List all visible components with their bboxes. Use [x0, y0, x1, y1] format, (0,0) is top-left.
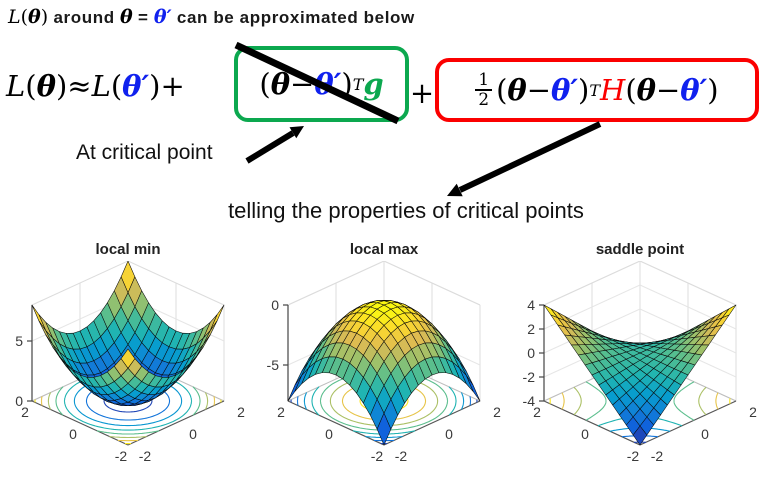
segment: ( [496, 73, 508, 107]
segment: g [363, 67, 384, 101]
segment: θ [28, 6, 41, 28]
first-order-term-box: (θ − θ′) T g [234, 46, 409, 122]
segment: = [132, 8, 154, 27]
taylor-expansion-equation: L(θ) ≈ L(θ′) + (θ − θ′) T g + 1 2(θ − θ′) T… [6, 46, 759, 122]
segment: θ [270, 67, 291, 101]
segment: ≈ [67, 69, 92, 103]
segment: θ [36, 69, 56, 103]
segment: ) [578, 73, 590, 107]
svg-text:-2: -2 [651, 448, 664, 464]
surface-plots-row: local min 0 5 -2 0 2 -2 0 2 local max -5 0 -2 0 2 -2… [0, 238, 768, 485]
svg-text:0: 0 [581, 426, 589, 442]
segment: + [160, 69, 185, 103]
segment: − [290, 67, 315, 101]
svg-text:-2: -2 [523, 369, 536, 385]
segment: ( [25, 69, 37, 103]
segment: L [6, 69, 26, 103]
segment: around [48, 8, 121, 27]
segment: θ′ [314, 67, 342, 101]
segment: ( [110, 69, 123, 103]
segment: H [600, 73, 626, 107]
svg-text:0: 0 [445, 426, 453, 442]
segment: can be approximated below [171, 8, 415, 27]
segment: ) [341, 67, 353, 101]
svg-text:5: 5 [15, 333, 23, 349]
surface-plot-canvas-local-max: -5 0 -2 0 2 -2 0 2 [267, 261, 501, 464]
surface-plot-local-max: local max -5 0 -2 0 2 -2 0 2 [256, 238, 512, 485]
segment: θ′ [122, 69, 150, 103]
surface-plot-canvas-saddle-point: -4 -2 0 2 4 -2 0 2 -2 0 2 [523, 261, 757, 464]
svg-text:-5: -5 [267, 357, 280, 373]
plus-operator: + [409, 76, 435, 110]
segment: ( [259, 67, 271, 101]
svg-text:0: 0 [527, 345, 535, 361]
segment: θ′ [551, 73, 579, 107]
segment: T [352, 74, 364, 94]
segment: − [655, 73, 681, 107]
equation-lead: L(θ) ≈ L(θ′) + [6, 65, 234, 103]
segment: L [8, 6, 21, 28]
svg-text:2: 2 [493, 404, 501, 420]
svg-text:2: 2 [527, 321, 535, 337]
svg-text:-2: -2 [115, 448, 128, 464]
segment: ( [20, 6, 29, 28]
svg-text:0: 0 [701, 426, 709, 442]
header-formula: L(θ) around θ = θ′ can be approximated b… [8, 6, 415, 28]
plot-title: local min [95, 241, 161, 258]
svg-text:0: 0 [15, 393, 23, 409]
segment: ( [625, 73, 637, 107]
surface-plot-local-min: local min 0 5 -2 0 2 -2 0 2 [0, 238, 256, 485]
segment: T [589, 80, 601, 100]
segment: θ [120, 6, 133, 28]
svg-text:2: 2 [237, 404, 245, 420]
second-order-term-box: 1 2(θ − θ′) T H(θ − θ′) [435, 58, 759, 122]
surface-plot-saddle-point: saddle point -4 -2 0 2 4 -2 0 2 -2 0 2 [512, 238, 768, 485]
plot-title: local max [349, 241, 419, 258]
segment: ) [55, 69, 68, 103]
svg-text:-4: -4 [523, 393, 536, 409]
surface-plot-canvas-local-min: 05-202-202 [15, 261, 245, 464]
svg-text:2: 2 [749, 404, 757, 420]
svg-text:4: 4 [527, 297, 535, 313]
segment: ) [40, 6, 49, 28]
annotation-telling-properties: telling the properties of critical point… [228, 198, 584, 223]
svg-text:-2: -2 [627, 448, 640, 464]
svg-text:0: 0 [325, 426, 333, 442]
segment: ) [707, 73, 719, 107]
annotation-at-critical-point: At critical point [76, 141, 213, 164]
svg-text:-2: -2 [395, 448, 408, 464]
svg-text:-2: -2 [371, 448, 384, 464]
segment: θ′ [680, 73, 708, 107]
segment: L [91, 69, 111, 103]
plot-title: saddle point [595, 241, 685, 258]
arrow-from-red-box-to-properties [447, 121, 602, 197]
segment: θ [507, 73, 527, 107]
svg-text:0: 0 [189, 426, 197, 442]
arrow-to-first-order-box [245, 126, 304, 164]
svg-text:2: 2 [21, 404, 29, 420]
svg-text:2: 2 [533, 404, 541, 420]
svg-text:-2: -2 [139, 448, 152, 464]
svg-text:2: 2 [277, 404, 285, 420]
segment: ) [149, 69, 161, 103]
svg-text:0: 0 [69, 426, 77, 442]
segment: − [526, 73, 552, 107]
svg-text:0: 0 [271, 297, 279, 313]
segment: θ [636, 73, 656, 107]
segment: θ′ [153, 6, 172, 28]
